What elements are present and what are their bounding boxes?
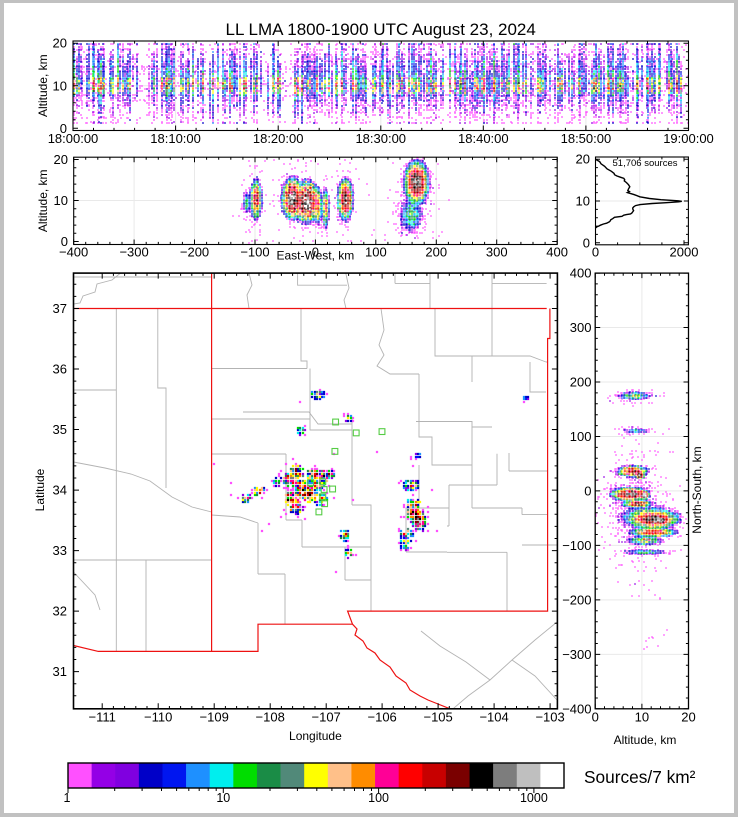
svg-text:20: 20 (681, 710, 695, 725)
svg-text:18:50:00: 18:50:00 (561, 131, 612, 146)
svg-text:−200: −200 (562, 592, 591, 607)
svg-text:−100: −100 (562, 538, 591, 553)
svg-text:−400: −400 (59, 245, 88, 260)
svg-text:−103: −103 (535, 710, 564, 725)
svg-text:34: 34 (53, 483, 67, 498)
svg-text:−108: −108 (256, 710, 285, 725)
svg-text:10: 10 (54, 193, 68, 208)
svg-text:Altitude, km: Altitude, km (36, 169, 50, 232)
svg-text:37: 37 (53, 301, 67, 316)
svg-text:100: 100 (365, 245, 387, 260)
svg-text:−111: −111 (89, 710, 116, 725)
svg-text:0: 0 (312, 245, 319, 260)
svg-text:10: 10 (53, 78, 67, 93)
svg-text:18:40:00: 18:40:00 (458, 131, 509, 146)
svg-text:18:20:00: 18:20:00 (253, 131, 304, 146)
svg-text:1: 1 (64, 791, 71, 805)
svg-text:−100: −100 (240, 245, 269, 260)
svg-text:−300: −300 (119, 245, 148, 260)
svg-text:Sources/7 km²: Sources/7 km² (584, 767, 696, 787)
svg-text:18:10:00: 18:10:00 (150, 131, 201, 146)
svg-text:10: 10 (576, 194, 590, 209)
svg-text:32: 32 (53, 604, 67, 619)
svg-text:−106: −106 (368, 710, 397, 725)
svg-text:10: 10 (216, 791, 230, 805)
svg-text:18:30:00: 18:30:00 (355, 131, 406, 146)
svg-text:31: 31 (53, 664, 67, 679)
svg-text:−110: −110 (144, 710, 172, 725)
svg-text:200: 200 (425, 245, 447, 260)
svg-text:−300: −300 (562, 647, 591, 662)
svg-text:0: 0 (61, 234, 68, 249)
svg-text:Altitude, km: Altitude, km (614, 733, 677, 747)
svg-text:19:00:00: 19:00:00 (663, 131, 714, 146)
svg-text:0: 0 (592, 710, 599, 725)
svg-text:−107: −107 (312, 710, 341, 725)
svg-text:−105: −105 (423, 710, 452, 725)
svg-text:400: 400 (570, 266, 592, 281)
svg-text:36: 36 (53, 362, 67, 377)
svg-text:0: 0 (584, 483, 591, 498)
svg-text:100: 100 (570, 429, 592, 444)
svg-text:−400: −400 (562, 701, 591, 716)
svg-text:18:00:00: 18:00:00 (48, 131, 99, 146)
svg-text:20: 20 (54, 152, 68, 167)
svg-text:300: 300 (486, 245, 508, 260)
svg-text:LL LMA 1800-1900 UTC August 23: LL LMA 1800-1900 UTC August 23, 2024 (226, 20, 536, 39)
svg-text:0: 0 (592, 245, 599, 260)
svg-text:Longitude: Longitude (289, 729, 342, 743)
svg-text:1000: 1000 (520, 791, 548, 805)
svg-text:East-West, km: East-West, km (277, 249, 355, 263)
svg-text:−104: −104 (479, 710, 508, 725)
svg-text:10: 10 (635, 710, 649, 725)
svg-text:−200: −200 (180, 245, 209, 260)
svg-text:100: 100 (368, 791, 389, 805)
svg-text:300: 300 (570, 320, 592, 335)
svg-text:35: 35 (53, 422, 67, 437)
svg-text:Latitude: Latitude (33, 468, 47, 511)
svg-text:0: 0 (60, 121, 67, 136)
svg-text:North-South, km: North-South, km (690, 446, 704, 533)
svg-text:400: 400 (546, 245, 568, 260)
svg-text:20: 20 (576, 152, 590, 167)
svg-text:−109: −109 (200, 710, 229, 725)
svg-text:0: 0 (583, 235, 590, 250)
svg-text:33: 33 (53, 543, 67, 558)
svg-text:200: 200 (570, 375, 592, 390)
svg-text:20: 20 (53, 36, 67, 51)
svg-text:Altitude, km: Altitude, km (36, 54, 50, 117)
svg-text:2000: 2000 (670, 245, 699, 260)
svg-text:51,706 sources: 51,706 sources (613, 158, 678, 169)
